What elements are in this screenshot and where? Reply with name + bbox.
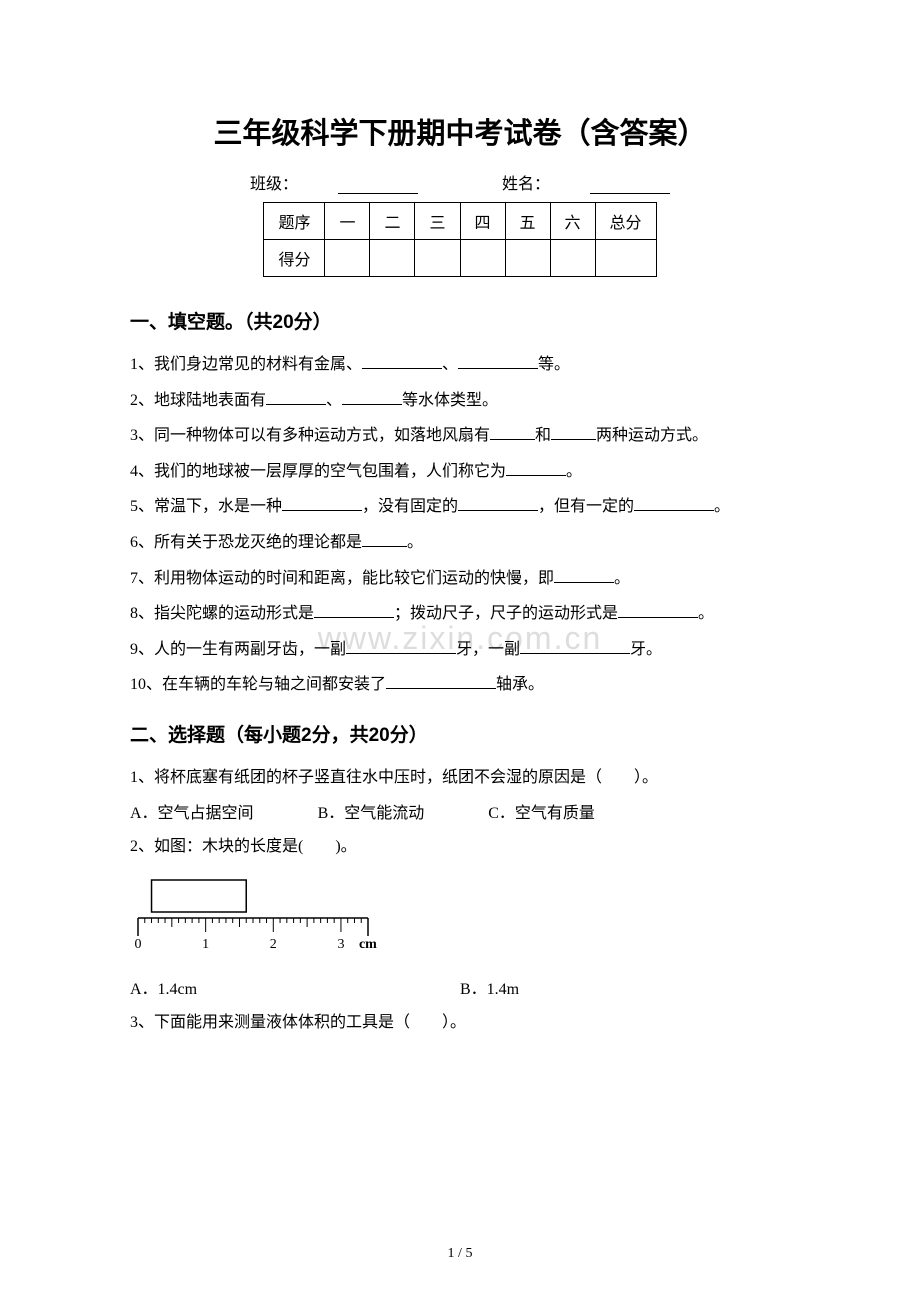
cell-header: 六 bbox=[550, 203, 595, 240]
cell-empty bbox=[415, 240, 460, 277]
choice-a: A．1.4cm bbox=[130, 973, 197, 1007]
class-label: 班级： bbox=[250, 176, 298, 193]
table-row: 题序 一 二 三 四 五 六 总分 bbox=[264, 203, 656, 240]
question-10: 10、在车辆的车轮与轴之间都安装了轴承。 bbox=[130, 668, 790, 702]
table-row: 得分 bbox=[264, 240, 656, 277]
page-number: 1 / 5 bbox=[448, 1246, 473, 1262]
cell-label: 得分 bbox=[264, 240, 325, 277]
svg-text:2: 2 bbox=[270, 937, 277, 952]
question-1: 1、我们身边常见的材料有金属、、等。 bbox=[130, 348, 790, 382]
cell-empty bbox=[325, 240, 370, 277]
question-9: 9、人的一生有两副牙齿，一副牙，一副牙。 bbox=[130, 633, 790, 667]
page-title: 三年级科学下册期中考试卷（含答案） bbox=[130, 110, 790, 152]
choice-a: A．空气占据空间 bbox=[130, 797, 254, 831]
cell-header: 题序 bbox=[264, 203, 325, 240]
choice-b: B．空气能流动 bbox=[318, 797, 425, 831]
cell-header: 二 bbox=[370, 203, 415, 240]
svg-text:cm: cm bbox=[359, 937, 377, 952]
question-2: 2、地球陆地表面有、等水体类型。 bbox=[130, 384, 790, 418]
cell-empty bbox=[550, 240, 595, 277]
s2-q1-choices: A．空气占据空间 B．空气能流动 C．空气有质量 bbox=[130, 797, 790, 831]
question-8: 8、指尖陀螺的运动形式是；拨动尺子，尺子的运动形式是。 bbox=[130, 597, 790, 631]
question-5: 5、常温下，水是一种，没有固定的，但有一定的。 bbox=[130, 490, 790, 524]
name-label: 姓名： bbox=[502, 176, 550, 193]
cell-header: 五 bbox=[505, 203, 550, 240]
cell-empty bbox=[505, 240, 550, 277]
cell-header: 总分 bbox=[595, 203, 656, 240]
ruler-figure: 0 1 2 3 cm bbox=[130, 876, 790, 961]
svg-text:0: 0 bbox=[135, 937, 142, 952]
cell-empty bbox=[370, 240, 415, 277]
cell-empty bbox=[595, 240, 656, 277]
cell-header: 四 bbox=[460, 203, 505, 240]
page-content: 三年级科学下册期中考试卷（含答案） 班级： 姓名： 题序 一 二 三 四 五 六… bbox=[130, 110, 790, 1040]
choice-c: C．空气有质量 bbox=[488, 797, 595, 831]
s2-q2-choices: A．1.4cm B．1.4m bbox=[130, 973, 790, 1007]
s2-question-1: 1、将杯底塞有纸团的杯子竖直往水中压时，纸团不会湿的原因是（ ）。 bbox=[130, 761, 790, 795]
question-3: 3、同一种物体可以有多种运动方式，如落地风扇有和两种运动方式。 bbox=[130, 419, 790, 453]
class-name-row: 班级： 姓名： bbox=[130, 170, 790, 194]
section2-header: 二、选择题（每小题2分，共20分） bbox=[130, 720, 790, 747]
name-blank bbox=[590, 193, 670, 194]
cell-header: 三 bbox=[415, 203, 460, 240]
question-4: 4、我们的地球被一层厚厚的空气包围着，人们称它为。 bbox=[130, 455, 790, 489]
ruler-svg: 0 1 2 3 cm bbox=[130, 876, 410, 956]
cell-empty bbox=[460, 240, 505, 277]
question-6: 6、所有关于恐龙灭绝的理论都是。 bbox=[130, 526, 790, 560]
s2-question-2: 2、如图：木块的长度是( )。 bbox=[130, 830, 790, 864]
svg-text:1: 1 bbox=[202, 937, 209, 952]
section1-header: 一、填空题。（共20分） bbox=[130, 307, 790, 334]
class-blank bbox=[338, 193, 418, 194]
s2-question-3: 3、下面能用来测量液体体积的工具是（ ）。 bbox=[130, 1006, 790, 1040]
cell-header: 一 bbox=[325, 203, 370, 240]
score-table: 题序 一 二 三 四 五 六 总分 得分 bbox=[263, 202, 656, 277]
question-7: 7、利用物体运动的时间和距离，能比较它们运动的快慢，即。 bbox=[130, 562, 790, 596]
choice-b: B．1.4m bbox=[460, 973, 519, 1007]
svg-text:3: 3 bbox=[337, 937, 344, 952]
